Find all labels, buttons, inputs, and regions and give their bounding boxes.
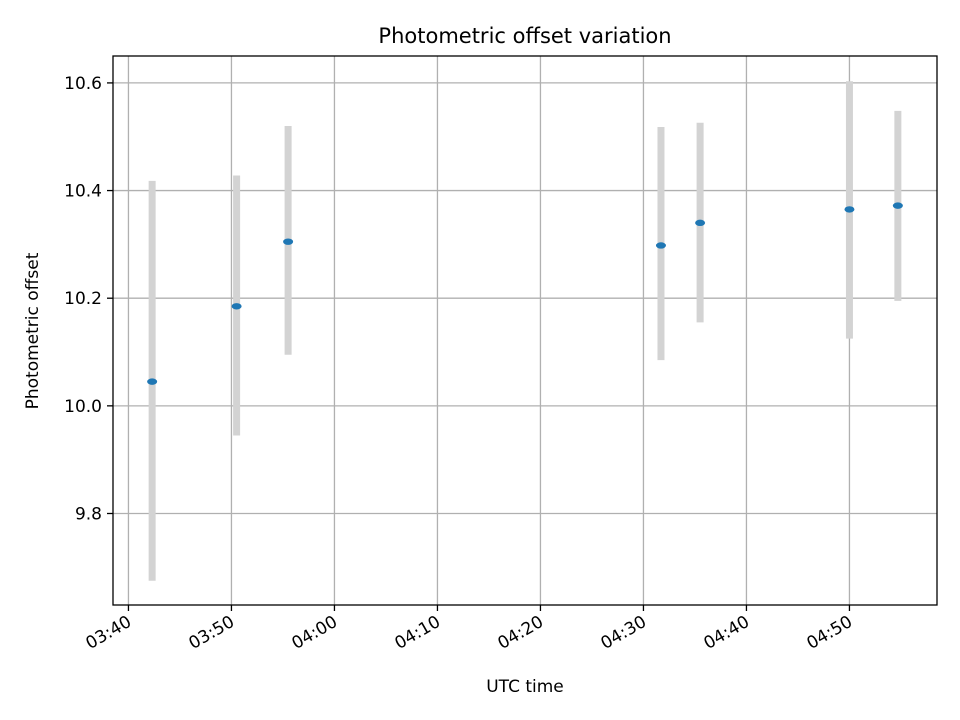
- data-points: [147, 202, 903, 385]
- y-tick-label: 10.0: [64, 397, 102, 417]
- data-point: [892, 202, 903, 209]
- y-axis-title: Photometric offset: [23, 252, 43, 409]
- data-point: [147, 378, 158, 385]
- y-axis: 9.8 10.0 10.2 10.4 10.6: [64, 74, 113, 525]
- data-point: [695, 219, 706, 227]
- y-tick-label: 10.6: [64, 74, 102, 94]
- data-point: [844, 206, 855, 213]
- plot-area-frame: [112, 55, 938, 606]
- data-point: [283, 238, 294, 245]
- y-tick-label: 10.2: [64, 289, 102, 309]
- x-axis-title: UTC time: [486, 677, 564, 697]
- y-tick-label: 9.8: [75, 505, 102, 525]
- grid: [113, 56, 937, 605]
- chart-title: Photometric offset variation: [378, 24, 671, 48]
- data-point: [655, 242, 666, 249]
- data-point: [231, 303, 242, 310]
- y-tick-label: 10.4: [64, 182, 102, 202]
